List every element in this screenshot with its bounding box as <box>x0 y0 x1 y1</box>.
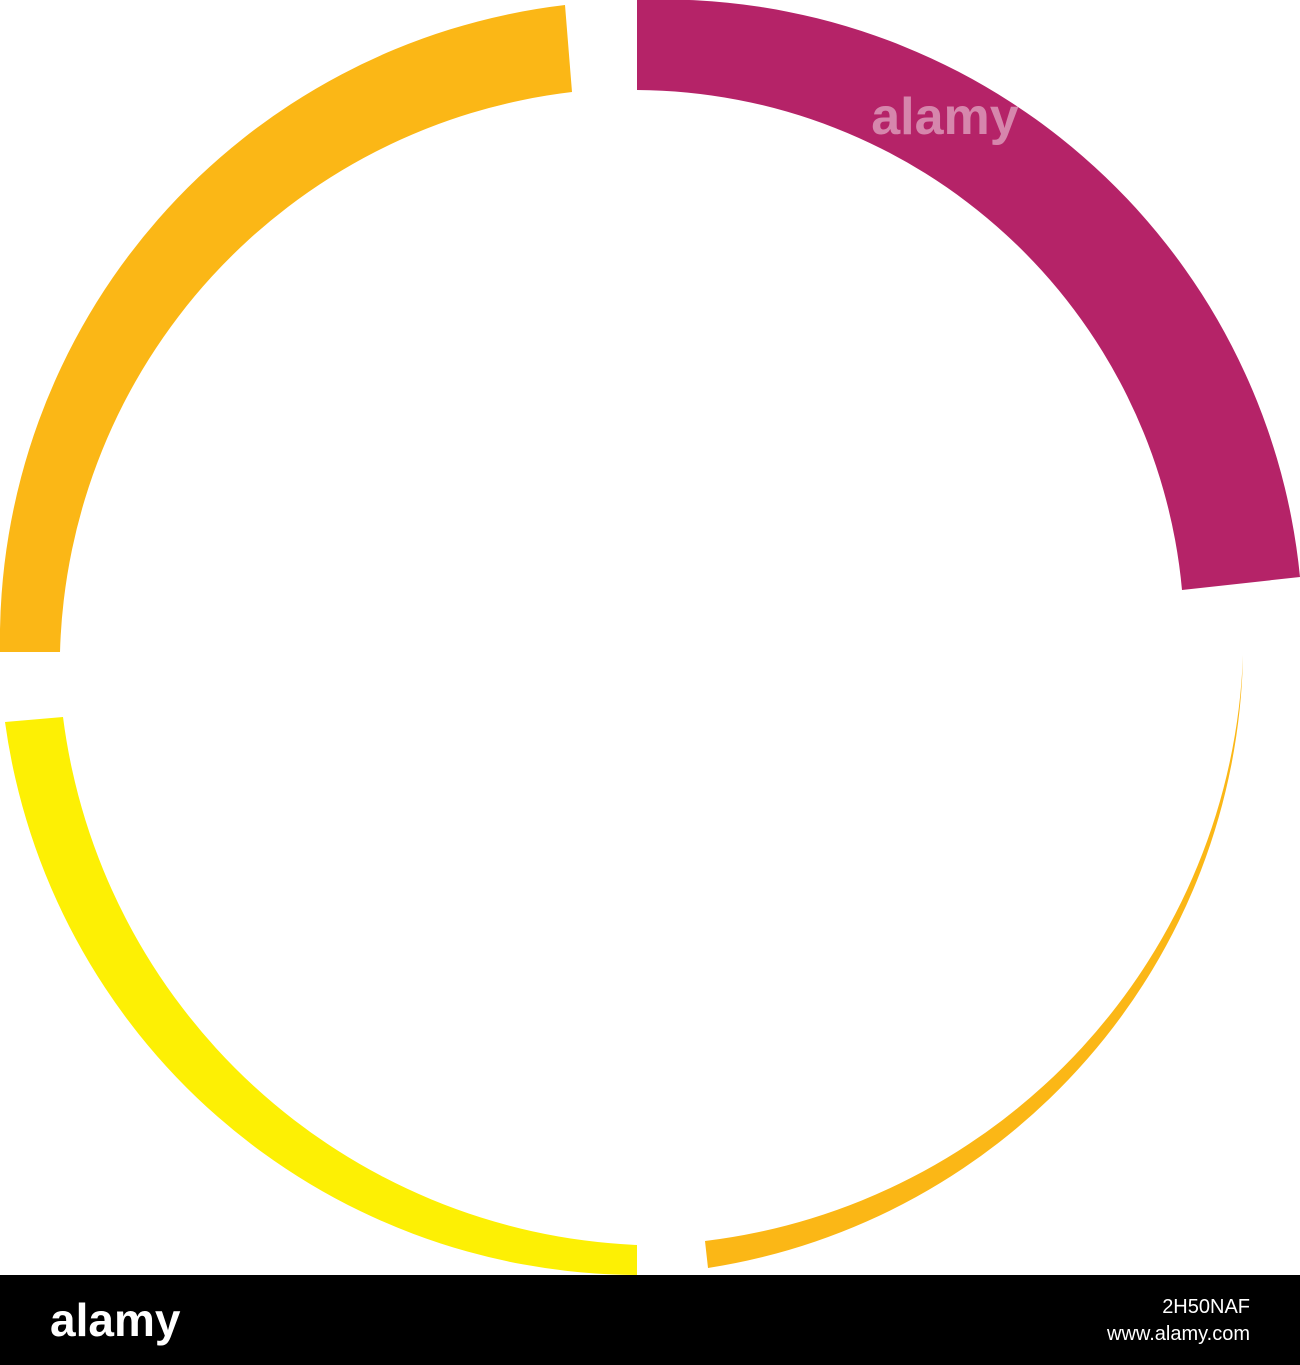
yellow-arc <box>5 717 637 1275</box>
footer-bar <box>0 1275 1300 1365</box>
orange-arc <box>0 5 572 652</box>
footer-url: www.alamy.com <box>1106 1323 1250 1345</box>
image-id: 2H50NAF <box>1162 1296 1250 1318</box>
magenta-arc <box>637 0 1300 590</box>
orange-crescent <box>705 655 1243 1268</box>
footer-logo: alamy <box>50 1294 181 1346</box>
watermark: alamy <box>871 88 1019 146</box>
